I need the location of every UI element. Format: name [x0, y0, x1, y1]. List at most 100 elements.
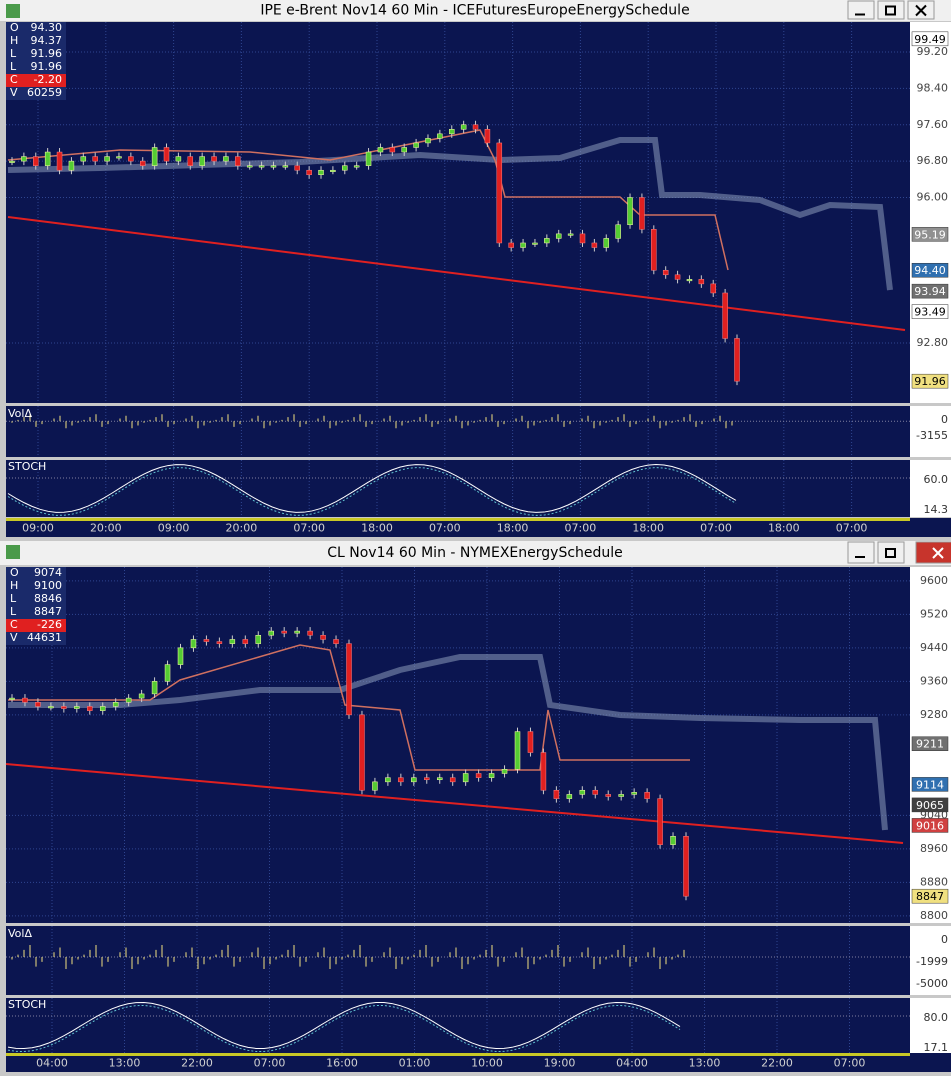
- time-label: 20:00: [226, 522, 258, 535]
- candle: [151, 681, 158, 695]
- candle: [128, 156, 134, 162]
- pane: [6, 567, 910, 923]
- time-label: 13:00: [109, 1057, 141, 1070]
- candle: [389, 147, 396, 153]
- candle: [566, 794, 573, 799]
- price-tag-label: 93.94: [914, 285, 946, 298]
- candle: [401, 147, 407, 153]
- price-tag-label: 9065: [916, 799, 944, 812]
- candle: [306, 169, 312, 176]
- time-label: 07:00: [836, 522, 868, 535]
- candle: [151, 147, 158, 166]
- candle: [398, 777, 404, 783]
- candle: [532, 242, 538, 245]
- legend-key: C: [10, 73, 18, 86]
- legend-value: 8847: [34, 605, 62, 618]
- candle: [627, 197, 633, 226]
- price-tag: [911, 283, 949, 299]
- trend-line: [7, 216, 906, 331]
- time-label: 18:00: [632, 522, 664, 535]
- pane: [6, 22, 910, 403]
- legend-row: [6, 48, 66, 61]
- price-tag: [911, 262, 949, 278]
- close-icon: [932, 547, 944, 559]
- price-tick-label: 97.60: [917, 118, 949, 131]
- candle: [670, 836, 676, 845]
- time-label: 09:00: [158, 522, 190, 535]
- time-label: 07:00: [700, 522, 732, 535]
- axis-pane: [910, 926, 951, 995]
- candle: [61, 706, 67, 709]
- price-tick-label: 92.80: [917, 336, 949, 349]
- candle: [21, 156, 27, 162]
- window-button[interactable]: [847, 541, 875, 564]
- candle: [74, 706, 80, 709]
- pane-label: VolΔ: [8, 927, 32, 940]
- axis-pane: [910, 460, 951, 517]
- candle: [555, 233, 562, 239]
- price-tick-label: 8800: [920, 909, 948, 922]
- candle: [216, 641, 223, 644]
- window-button[interactable]: [847, 0, 875, 20]
- pane: [6, 998, 910, 1053]
- candle: [710, 283, 716, 294]
- candle: [460, 124, 467, 130]
- candle: [605, 794, 611, 797]
- vol-tick-label: -1999: [916, 955, 948, 968]
- price-tick-label: 99.20: [917, 45, 949, 58]
- price-tag-label: 8847: [916, 890, 944, 903]
- vol-tick-label: 0: [941, 413, 948, 426]
- candle: [592, 789, 599, 795]
- price-tag-label: 95.19: [914, 228, 946, 241]
- candle: [282, 165, 289, 168]
- pane-label: STOCH: [8, 460, 46, 473]
- time-label: 19:00: [544, 1057, 576, 1070]
- candle: [449, 777, 456, 783]
- candle: [330, 169, 336, 172]
- window-button[interactable]: [877, 0, 905, 20]
- legend-key: L: [10, 605, 17, 618]
- legend-value: 8846: [34, 592, 62, 605]
- candle: [187, 156, 194, 166]
- price-tag-label: 91.96: [914, 375, 946, 388]
- price-tag: [911, 797, 949, 813]
- price-tag: [911, 373, 949, 389]
- legend-row: [6, 593, 66, 606]
- legend-key: H: [10, 579, 18, 592]
- candle: [33, 156, 39, 166]
- maximize-icon: [885, 5, 896, 16]
- candle: [270, 165, 277, 168]
- time-label: 07:00: [429, 522, 461, 535]
- candle: [508, 242, 514, 248]
- candle: [520, 242, 526, 248]
- legend-key: C: [10, 618, 18, 631]
- price-tick-label: 96.00: [917, 190, 949, 203]
- candle: [436, 777, 443, 781]
- window-button[interactable]: [915, 541, 951, 564]
- legend-value: 91.96: [31, 47, 63, 60]
- legend-row: [6, 61, 66, 74]
- vol-tick-label: 0: [941, 933, 948, 946]
- time-label: 20:00: [90, 522, 122, 535]
- stoch-signal: [7, 467, 737, 516]
- price-tag-label: 93.49: [914, 306, 946, 319]
- candle: [424, 777, 430, 781]
- title-bar: [0, 541, 951, 565]
- candle: [353, 165, 360, 168]
- axis-pane: [910, 406, 951, 457]
- maximize-icon: [885, 548, 896, 558]
- candle: [591, 242, 598, 248]
- price-tag-label: 9211: [916, 738, 944, 751]
- candle: [359, 714, 365, 791]
- candle: [22, 697, 28, 703]
- candle: [411, 777, 417, 783]
- price-tag-label: 99.49: [914, 33, 946, 46]
- time-label: 01:00: [399, 1057, 431, 1070]
- window-button[interactable]: [877, 541, 905, 564]
- app-icon: [6, 4, 20, 18]
- candle: [527, 731, 534, 753]
- session-strip: [6, 1053, 910, 1056]
- vol-tick-label: -3155: [916, 429, 948, 442]
- candle: [255, 635, 262, 644]
- session-strip: [6, 518, 910, 521]
